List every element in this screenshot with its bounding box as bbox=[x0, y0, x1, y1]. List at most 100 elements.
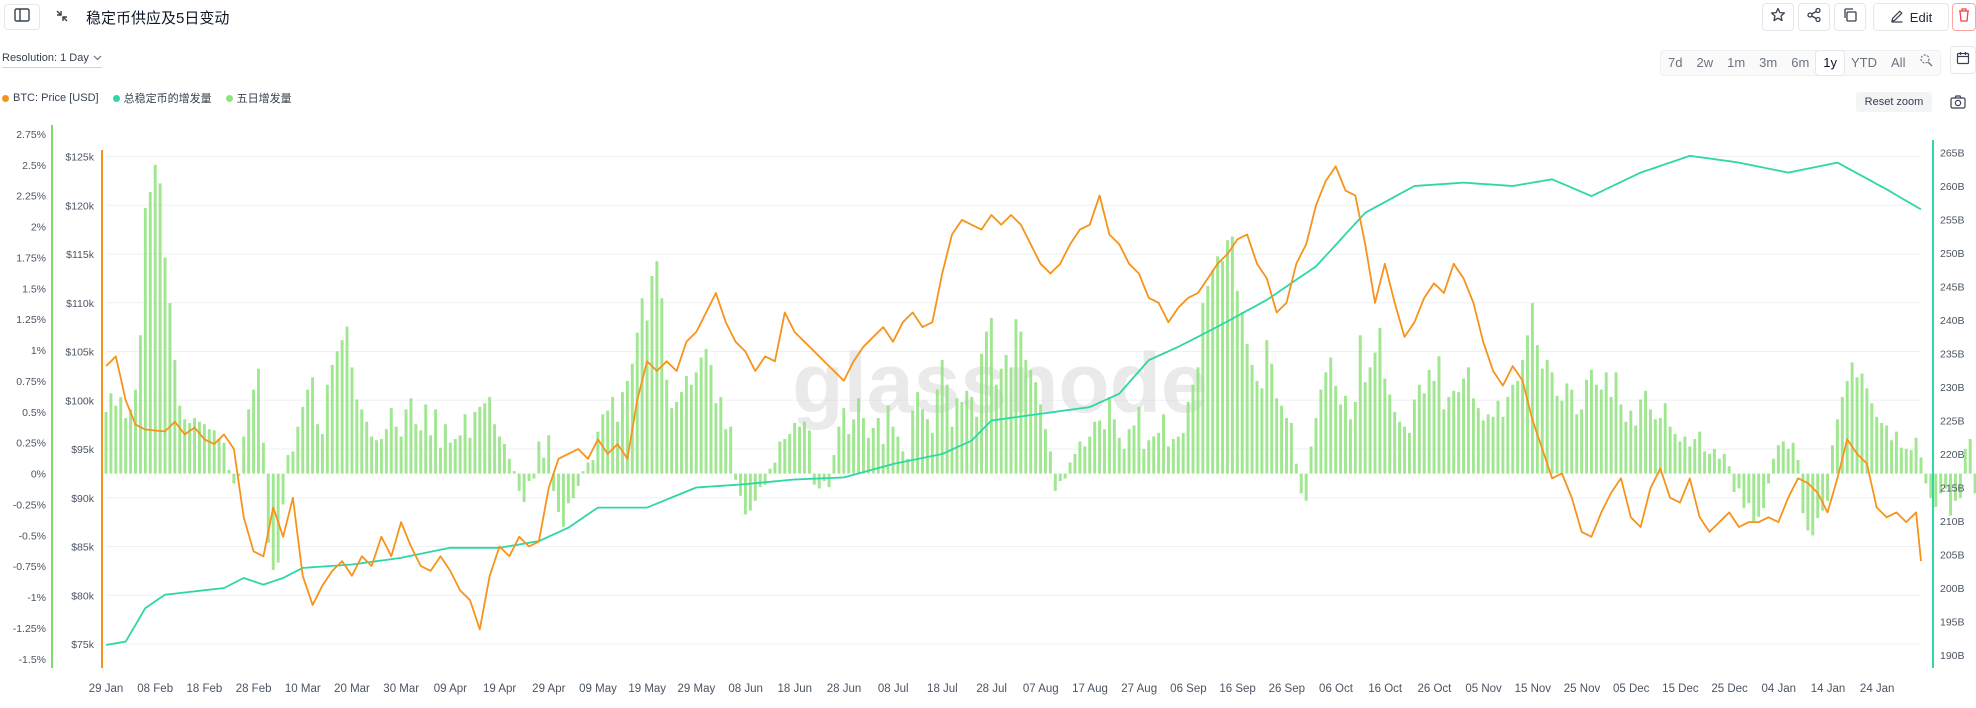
legend-label-supply: 总稳定币的增发量 bbox=[123, 93, 212, 105]
x-tick-label: 08 Feb bbox=[137, 683, 173, 695]
btc-price-line bbox=[105, 165, 1922, 631]
five-day-change-bar bbox=[1776, 445, 1780, 474]
five-day-change-bar bbox=[950, 426, 954, 474]
time-range-selector: 7d 2w 1m 3m 6m 1y YTD All bbox=[1660, 50, 1942, 76]
range-1m[interactable]: 1m bbox=[1727, 55, 1746, 70]
five-day-change-bar bbox=[109, 393, 113, 474]
five-day-change-bar bbox=[1791, 442, 1795, 474]
duplicate-button[interactable] bbox=[1834, 3, 1866, 31]
x-tick-label: 08 Jul bbox=[878, 683, 909, 695]
range-3m[interactable]: 3m bbox=[1759, 55, 1778, 70]
five-day-change-bar bbox=[793, 422, 797, 474]
five-day-change-bar bbox=[1688, 446, 1692, 474]
five-day-change-bar bbox=[1540, 368, 1544, 474]
calendar-icon bbox=[1956, 51, 1970, 70]
five-day-change-bar bbox=[606, 410, 610, 474]
pct-tick-label: 1.75% bbox=[16, 252, 46, 264]
five-day-change-bar bbox=[694, 372, 698, 474]
range-6m[interactable]: 6m bbox=[1791, 55, 1810, 70]
five-day-change-bar bbox=[1481, 420, 1485, 474]
range-all[interactable]: All bbox=[1891, 55, 1906, 70]
five-day-change-bar bbox=[483, 403, 487, 474]
five-day-change-bar bbox=[965, 390, 969, 474]
supply-tick-label: 210B bbox=[1940, 516, 1965, 528]
x-tick-label: 25 Dec bbox=[1711, 683, 1748, 695]
five-day-change-bar bbox=[1821, 473, 1825, 511]
x-tick-label: 09 May bbox=[579, 683, 617, 695]
range-2w[interactable]: 2w bbox=[1696, 55, 1714, 70]
five-day-change-bar bbox=[1457, 392, 1461, 474]
five-day-change-bar bbox=[153, 164, 157, 474]
five-day-change-bar bbox=[168, 303, 172, 474]
price-tick-label: $95k bbox=[71, 444, 95, 456]
five-day-change-bar bbox=[1344, 395, 1347, 474]
five-day-change-bar bbox=[389, 408, 393, 474]
price-tick-label: $80k bbox=[71, 590, 95, 602]
calendar-button[interactable] bbox=[1950, 46, 1976, 74]
sidebar-toggle-button[interactable] bbox=[4, 4, 40, 30]
five-day-change-bar bbox=[532, 473, 536, 479]
camera-icon[interactable] bbox=[1950, 95, 1966, 114]
legend-item-total-supply[interactable]: 总稳定币的增发量 bbox=[112, 90, 212, 106]
five-day-change-bar bbox=[1550, 372, 1554, 474]
range-1y[interactable]: 1y bbox=[1816, 51, 1845, 75]
five-day-change-bar bbox=[999, 368, 1003, 474]
five-day-change-bar bbox=[989, 317, 993, 474]
x-tick-label: 29 Jan bbox=[89, 683, 124, 695]
resolution-select[interactable]: Resolution: 1 Day bbox=[2, 52, 102, 68]
x-tick-label: 18 Jul bbox=[927, 683, 958, 695]
five-day-change-bar bbox=[1245, 343, 1249, 474]
five-day-change-bar bbox=[1880, 422, 1884, 474]
five-day-change-bar bbox=[320, 434, 324, 474]
legend-item-btc-price[interactable]: BTC: Price [USD] bbox=[2, 90, 99, 106]
five-day-change-bar bbox=[1427, 369, 1431, 474]
five-day-change-bar bbox=[591, 460, 595, 474]
five-day-change-bar bbox=[1712, 448, 1716, 474]
five-day-change-bar bbox=[1299, 473, 1303, 494]
five-day-change-bar bbox=[261, 442, 265, 474]
x-tick-label: 14 Jan bbox=[1811, 683, 1846, 695]
pct-tick-label: -1.25% bbox=[13, 623, 46, 635]
five-day-change-bar bbox=[1029, 369, 1033, 474]
five-day-change-bar bbox=[1063, 473, 1067, 479]
five-day-change-bar bbox=[197, 421, 201, 474]
x-tick-label: 29 Apr bbox=[532, 683, 565, 695]
five-day-change-bar bbox=[1683, 436, 1687, 474]
five-day-change-bar bbox=[1201, 303, 1205, 474]
five-day-change-bar bbox=[896, 436, 900, 474]
x-tick-label: 30 Mar bbox=[383, 683, 419, 695]
drag-handle-icon[interactable] bbox=[55, 9, 69, 28]
share-button[interactable] bbox=[1798, 3, 1830, 31]
legend-item-five-day-change[interactable]: 五日增发量 bbox=[225, 90, 292, 106]
favorite-button[interactable] bbox=[1762, 3, 1794, 31]
five-day-change-bar bbox=[984, 331, 988, 474]
five-day-change-bar bbox=[1107, 397, 1111, 474]
five-day-change-bar bbox=[1132, 425, 1136, 474]
five-day-change-bar bbox=[1644, 390, 1648, 474]
five-day-change-bar bbox=[1447, 397, 1451, 474]
five-day-change-bar bbox=[616, 421, 620, 474]
five-day-change-bar bbox=[1639, 399, 1643, 474]
five-day-change-bar bbox=[242, 436, 246, 474]
edit-button[interactable]: Edit bbox=[1873, 3, 1949, 31]
five-day-change-bar bbox=[1157, 432, 1161, 474]
five-day-change-bar bbox=[1624, 421, 1628, 474]
five-day-change-bar bbox=[1855, 377, 1859, 474]
five-day-change-bar bbox=[1708, 453, 1711, 474]
zoom-search-button[interactable] bbox=[1912, 51, 1940, 75]
five-day-change-bar bbox=[1412, 399, 1416, 474]
five-day-change-bar bbox=[778, 441, 782, 474]
chart-legend: BTC: Price [USD] 总稳定币的增发量 五日增发量 bbox=[2, 90, 292, 106]
series-lines bbox=[105, 154, 1922, 646]
range-7d[interactable]: 7d bbox=[1668, 55, 1683, 70]
top-bar: 稳定币供应及5日变动 Edit bbox=[0, 0, 1976, 36]
range-ytd[interactable]: YTD bbox=[1851, 55, 1878, 70]
delete-button[interactable] bbox=[1952, 3, 1976, 31]
five-day-change-bar bbox=[930, 432, 934, 474]
five-day-change-bar bbox=[463, 414, 467, 474]
five-day-change-bar bbox=[188, 422, 192, 474]
five-day-change-bar bbox=[527, 473, 531, 482]
five-day-change-bar bbox=[866, 437, 870, 474]
reset-zoom-button[interactable]: Reset zoom bbox=[1856, 92, 1932, 112]
